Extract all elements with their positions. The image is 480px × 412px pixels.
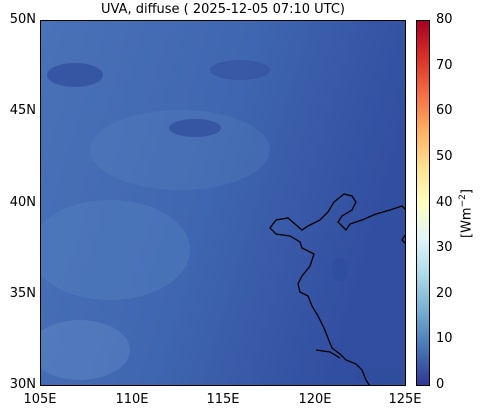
y-tick-label: 50N [9,12,36,27]
light-patch [40,200,190,300]
coastline [401,233,406,245]
x-tick-label: 110E [115,392,149,407]
colorbar-label: [Wm−2] [458,189,475,238]
y-tick-label: 45N [9,103,36,118]
light-patch [90,110,270,190]
x-tick-label: 105E [23,392,57,407]
colorbar-tick: 80 [436,12,453,27]
colorbar-tick: 50 [436,149,453,164]
dark-patch [355,368,406,384]
colorbar-tick: 70 [436,58,453,73]
map-title: UVA, diffuse ( 2025-12-05 07:10 UTC) [100,2,346,17]
x-tick-label: 125E [388,392,422,407]
light-patch [40,320,130,380]
x-tick-label: 120E [298,392,332,407]
y-tick-label: 40N [9,195,36,210]
coastline [315,349,341,359]
coastline [269,193,406,386]
colorbar-tick: 30 [436,240,453,255]
uv-field [40,20,406,386]
dark-patch [210,60,270,80]
dark-patch [332,258,348,282]
colorbar-tick: 40 [436,195,453,210]
colorbar-tick: 60 [436,103,453,118]
dark-patch [47,63,103,87]
colorbar-tick: 10 [436,331,453,346]
x-tick-label: 115E [206,392,240,407]
colorbar-tick: 0 [436,377,445,392]
colorbar-tick: 20 [436,286,453,301]
map-panel [40,20,406,386]
dark-patch [169,119,221,137]
y-tick-label: 35N [9,286,36,301]
y-tick-label: 30N [9,377,36,392]
colorbar [416,20,430,386]
